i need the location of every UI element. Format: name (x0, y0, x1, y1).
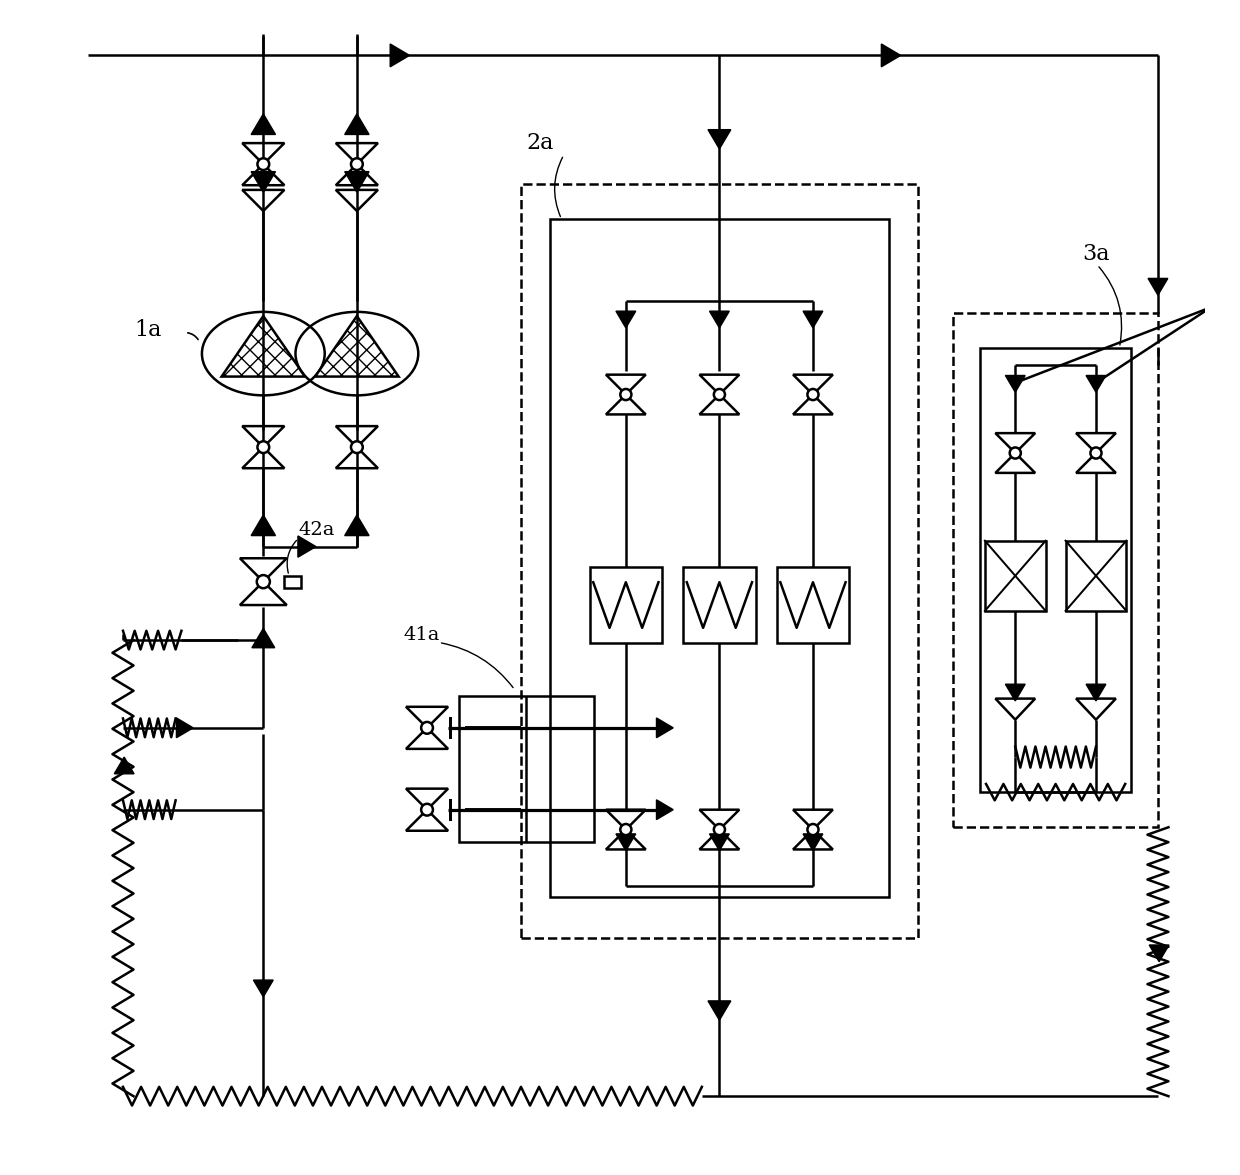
Polygon shape (298, 536, 316, 557)
Polygon shape (1086, 376, 1106, 392)
Text: 42a: 42a (299, 521, 335, 539)
Bar (284, 576, 301, 588)
Bar (985, 540, 1045, 611)
Circle shape (714, 389, 725, 401)
Polygon shape (708, 129, 730, 149)
Polygon shape (882, 43, 900, 67)
Circle shape (620, 824, 631, 835)
Polygon shape (1086, 684, 1106, 701)
Polygon shape (252, 172, 275, 193)
Polygon shape (616, 311, 636, 328)
Circle shape (714, 824, 725, 835)
Polygon shape (345, 114, 370, 134)
Circle shape (257, 575, 270, 589)
Circle shape (351, 442, 363, 454)
Circle shape (351, 159, 363, 170)
Text: 1a: 1a (135, 320, 162, 341)
Polygon shape (1149, 945, 1169, 961)
Polygon shape (252, 515, 275, 536)
Polygon shape (345, 172, 370, 193)
Circle shape (258, 159, 269, 170)
Circle shape (1090, 448, 1101, 458)
Polygon shape (252, 629, 275, 647)
Polygon shape (709, 834, 729, 851)
Polygon shape (709, 311, 729, 328)
Text: 2a: 2a (527, 132, 554, 154)
Polygon shape (252, 114, 275, 134)
Bar (549, 219, 889, 898)
Polygon shape (253, 980, 273, 996)
Bar (776, 568, 849, 643)
Polygon shape (1006, 684, 1025, 701)
Circle shape (422, 804, 433, 815)
Polygon shape (804, 834, 823, 851)
Polygon shape (1006, 376, 1025, 392)
Bar (589, 568, 662, 643)
Polygon shape (708, 1001, 730, 1020)
Bar (683, 568, 755, 643)
Circle shape (422, 721, 433, 733)
Polygon shape (656, 800, 673, 820)
Polygon shape (315, 316, 398, 376)
Circle shape (807, 824, 818, 835)
Polygon shape (114, 757, 134, 774)
Polygon shape (391, 43, 409, 67)
Bar (954, 313, 1158, 827)
Bar (980, 348, 1131, 792)
Polygon shape (804, 311, 823, 328)
Polygon shape (656, 718, 673, 738)
Circle shape (258, 442, 269, 454)
Circle shape (807, 389, 818, 401)
Bar (521, 184, 918, 939)
Circle shape (620, 389, 631, 401)
Text: 3a: 3a (1083, 243, 1110, 266)
Polygon shape (345, 515, 370, 536)
Text: 41a: 41a (404, 626, 440, 644)
Polygon shape (1148, 278, 1168, 295)
Polygon shape (176, 718, 193, 738)
Polygon shape (616, 834, 636, 851)
Bar (459, 696, 594, 841)
Polygon shape (222, 316, 305, 376)
Bar (1065, 540, 1126, 611)
Circle shape (1009, 448, 1021, 458)
